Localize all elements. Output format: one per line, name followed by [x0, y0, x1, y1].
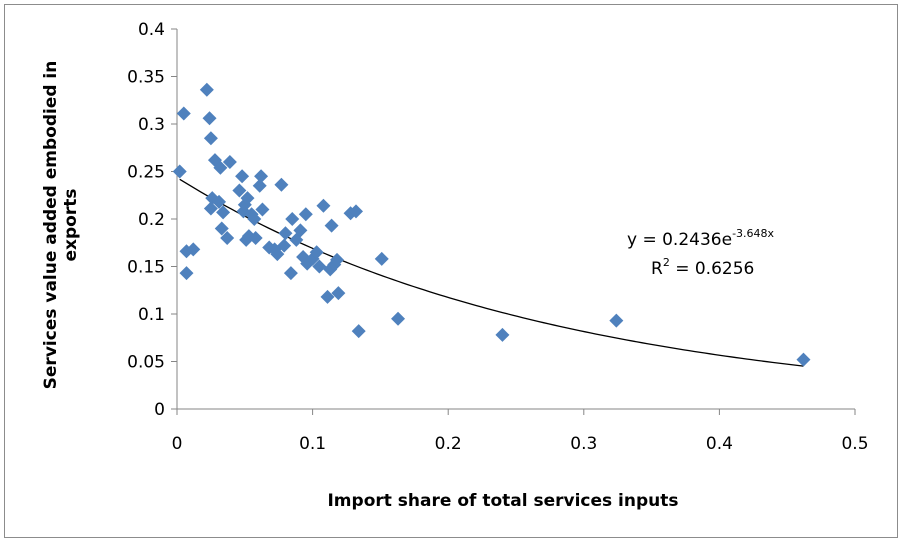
data-point: [796, 352, 811, 367]
data-point: [254, 169, 269, 184]
trendline-equation: y = 0.2436e-3.648x: [627, 227, 775, 250]
data-point: [216, 205, 231, 220]
x-tick-label: 0.4: [706, 434, 733, 454]
y-tick-label: 0.4: [138, 20, 165, 40]
data-point: [179, 266, 194, 281]
data-point: [277, 238, 292, 253]
y-tick-label: 0.15: [127, 258, 165, 278]
data-point: [309, 245, 324, 260]
x-tick-label: 0.5: [841, 434, 868, 454]
data-point: [244, 207, 259, 222]
y-axis-title-line-1: Services value added embodied in: [41, 61, 61, 390]
data-point: [232, 183, 247, 198]
data-point: [222, 155, 237, 169]
y-tick-label: 0.1: [138, 305, 165, 325]
data-point: [214, 221, 229, 236]
data-point: [298, 207, 313, 222]
x-axis-title: Import share of total services inputs: [327, 491, 678, 511]
data-point: [278, 226, 293, 241]
y-axis-title: Services value added embodied in exports: [41, 61, 81, 390]
y-tick-label: 0.05: [127, 353, 165, 373]
x-ticks: 0 0.1 0.2 0.3 0.4 0.5: [172, 409, 869, 454]
data-point: [199, 82, 214, 97]
data-point: [240, 191, 255, 206]
data-point: [274, 177, 289, 192]
scatter-chart: 0 0.05 0.1 0.15 0.2 0.25 0.3 0.35 0.4 0 0.1 0.2 0.3…: [41, 20, 869, 511]
data-point: [202, 111, 217, 126]
x-tick-label: 0.2: [435, 434, 462, 454]
y-tick-label: 0.35: [127, 68, 165, 88]
y-tick-label: 0.3: [138, 115, 165, 135]
r-squared-main: R: [651, 259, 663, 279]
data-point: [330, 252, 345, 267]
data-point: [293, 223, 308, 238]
data-point: [348, 204, 363, 219]
data-point: [285, 212, 300, 226]
y-tick-label: 0.2: [138, 210, 165, 230]
data-point: [213, 160, 228, 175]
data-point: [495, 327, 510, 342]
data-point: [316, 198, 331, 213]
r-squared-value: = 0.6256: [670, 259, 755, 279]
trendline-equation-main: y = 0.2436e: [627, 230, 732, 250]
data-point: [324, 218, 339, 233]
data-point: [203, 201, 218, 216]
data-point: [609, 313, 624, 328]
y-tick-label: 0.25: [127, 163, 165, 183]
data-point: [203, 131, 218, 146]
r-squared-exponent: 2: [663, 256, 670, 269]
axes: [176, 29, 855, 410]
data-point: [212, 194, 227, 209]
data-points: [172, 82, 811, 367]
x-tick-label: 0.1: [299, 434, 326, 454]
x-tick-label: 0: [172, 434, 183, 454]
data-point: [255, 202, 270, 217]
data-point: [186, 242, 201, 257]
data-point: [220, 231, 235, 245]
y-tick-label: 0: [154, 400, 165, 420]
data-point: [320, 289, 335, 304]
x-tick-label: 0.3: [570, 434, 597, 454]
data-point: [312, 259, 327, 274]
data-point: [391, 311, 406, 326]
trendline-equation-exponent: -3.648x: [732, 227, 774, 240]
data-point: [374, 251, 389, 266]
data-point: [351, 324, 366, 339]
data-point: [270, 247, 285, 262]
data-point: [248, 231, 263, 245]
y-axis-title-line-2: exports: [61, 189, 81, 262]
data-point: [283, 266, 298, 281]
data-point: [176, 106, 191, 121]
data-point: [252, 178, 267, 193]
data-point: [331, 286, 346, 301]
data-point: [247, 212, 262, 226]
y-ticks: 0 0.05 0.1 0.15 0.2 0.25 0.3 0.35 0.4: [127, 20, 177, 420]
data-point: [172, 164, 187, 179]
r-squared-label: R2 = 0.6256: [651, 256, 754, 279]
chart-frame: 0 0.05 0.1 0.15 0.2 0.25 0.3 0.35 0.4 0 0.1 0.2 0.3…: [4, 4, 898, 538]
data-point: [235, 169, 250, 184]
